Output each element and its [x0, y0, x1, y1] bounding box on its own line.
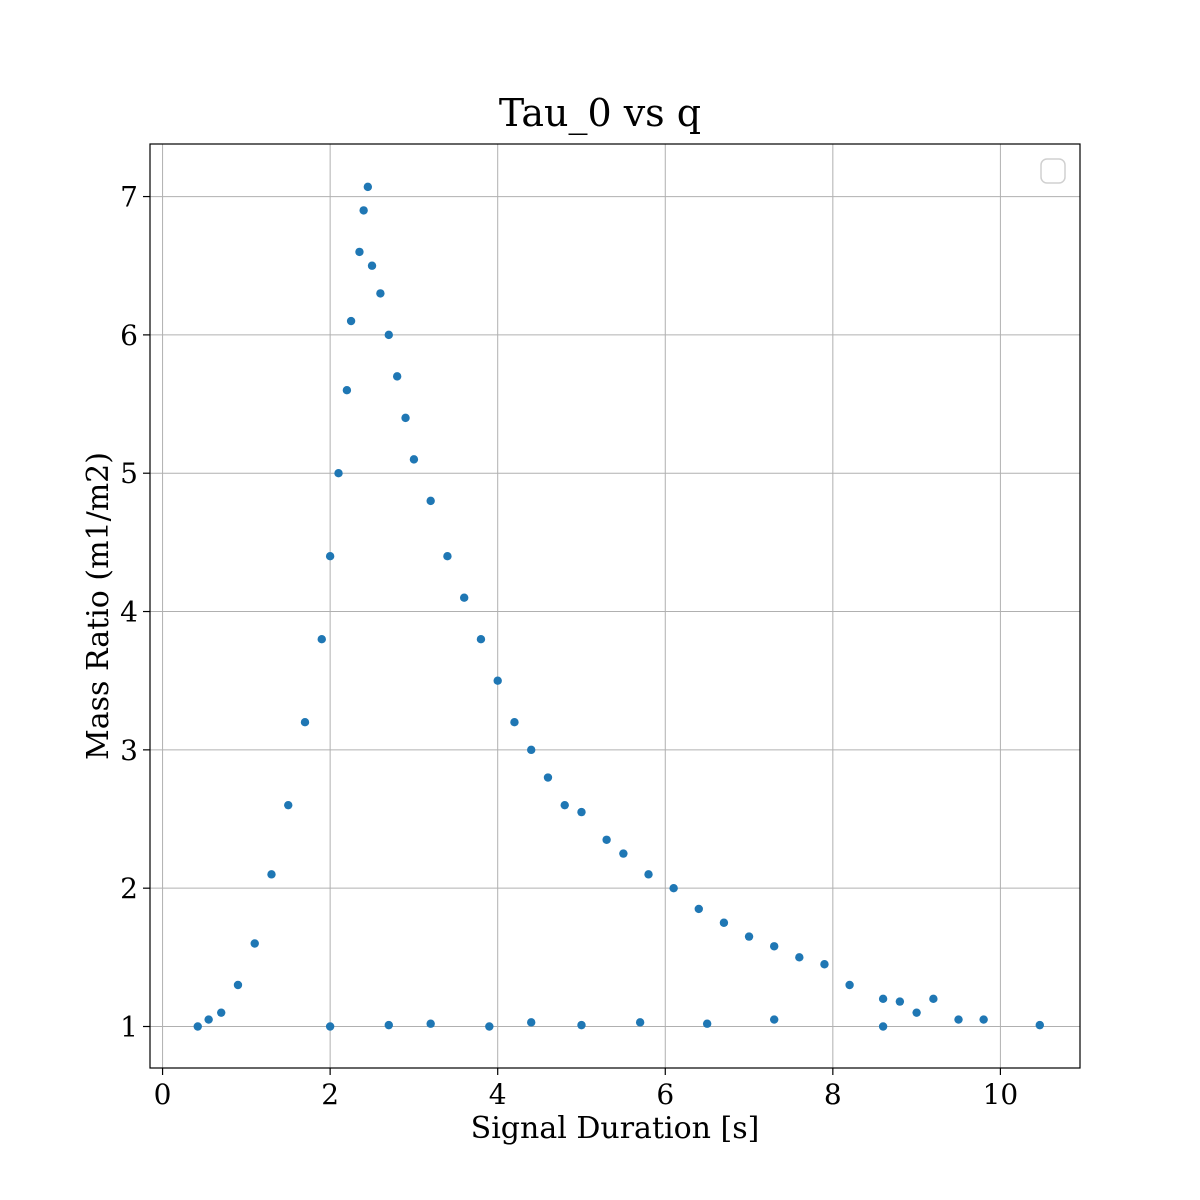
data-point	[355, 247, 364, 257]
data-point	[267, 870, 276, 879]
data-point	[384, 1020, 393, 1030]
data-point	[426, 496, 435, 506]
x-tick-label: 6	[656, 1078, 674, 1111]
x-tick-label: 0	[154, 1078, 172, 1111]
data-point	[342, 386, 352, 395]
data-point	[769, 942, 779, 951]
y-tick-label: 4	[120, 596, 138, 629]
data-point	[317, 634, 326, 644]
data-point	[401, 413, 410, 423]
y-tick-label: 3	[120, 734, 138, 767]
data-point	[359, 206, 368, 215]
data-point	[577, 1020, 586, 1030]
data-point	[384, 330, 393, 340]
data-point	[702, 1019, 712, 1028]
data-point	[325, 552, 335, 561]
grid-layer	[150, 144, 1080, 1068]
x-tick-label: 2	[321, 1078, 339, 1111]
plot-frame	[149, 143, 1081, 1069]
data-point	[769, 1015, 779, 1024]
data-point	[527, 1018, 536, 1027]
data-point	[954, 1015, 963, 1024]
y-tick-label: 5	[120, 457, 138, 490]
y-tick-label: 7	[120, 181, 138, 214]
data-point	[912, 1008, 921, 1017]
data-point	[644, 870, 653, 879]
data-point	[325, 1022, 335, 1031]
data-point	[510, 717, 519, 727]
y-tick-label: 2	[120, 872, 138, 905]
data-point	[577, 807, 586, 817]
data-point	[204, 1015, 213, 1024]
data-point	[543, 773, 553, 782]
chart-title: Tau_0 vs q	[499, 91, 701, 136]
data-point	[334, 469, 343, 478]
y-tick-label: 1	[120, 1011, 138, 1044]
data-point	[979, 1015, 988, 1024]
data-point	[820, 960, 829, 969]
data-point	[669, 883, 678, 893]
data-point	[250, 939, 259, 948]
data-point	[346, 316, 356, 326]
x-tick-label: 10	[983, 1078, 1019, 1111]
data-point	[878, 994, 888, 1004]
data-point	[459, 593, 469, 602]
data-point	[619, 849, 628, 858]
x-tick-label: 8	[824, 1078, 842, 1111]
data-point	[895, 997, 905, 1006]
data-point	[493, 676, 502, 685]
x-axis-label: Signal Duration [s]	[471, 1111, 760, 1146]
legend-box	[1040, 158, 1066, 184]
data-point	[367, 261, 377, 270]
data-point	[392, 372, 402, 381]
y-axis-label: Mass Ratio (m1/m2)	[81, 452, 116, 760]
data-point	[795, 953, 804, 962]
data-point	[233, 980, 243, 990]
data-point	[845, 980, 854, 990]
data-point	[426, 1019, 435, 1028]
data-point	[217, 1008, 226, 1017]
y-tick-label: 6	[120, 319, 138, 352]
data-point	[363, 182, 373, 192]
data-point	[929, 994, 938, 1004]
points-layer	[193, 182, 1044, 1031]
data-point	[284, 800, 293, 810]
data-point	[635, 1018, 645, 1027]
data-point	[878, 1022, 888, 1031]
data-point	[193, 1022, 202, 1031]
data-point	[1035, 1020, 1044, 1030]
data-point	[476, 634, 486, 644]
data-point	[376, 289, 385, 298]
data-point	[409, 455, 419, 464]
data-point	[485, 1022, 494, 1031]
x-tick-label: 4	[489, 1078, 507, 1111]
data-point	[527, 745, 536, 755]
data-point	[744, 932, 754, 941]
data-point	[443, 552, 452, 561]
data-point	[719, 918, 729, 927]
data-point	[694, 904, 703, 914]
data-point	[560, 800, 569, 810]
data-point	[602, 835, 611, 844]
data-point	[300, 717, 310, 727]
